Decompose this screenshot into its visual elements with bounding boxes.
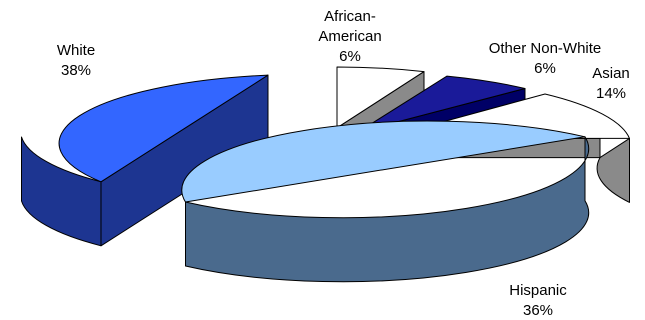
labels: White 38% African- American 6% Other Non… [57, 8, 630, 319]
label-hispanic-pct: 36% [523, 302, 553, 319]
label-african-american-line2: American [318, 28, 381, 45]
slice-white [21, 74, 269, 247]
label-other-non-white-name: Other Non-White [489, 40, 602, 57]
slice-asian-side [596, 137, 630, 203]
slice-other-non-white-top [357, 75, 526, 133]
slice-white-side [21, 136, 102, 247]
label-asian-name: Asian [592, 65, 630, 82]
slice-african-american-top [336, 66, 425, 129]
slice-hispanic-side [185, 136, 590, 283]
label-african-american-line1: African- [324, 8, 376, 25]
label-hispanic-name: Hispanic [509, 282, 567, 299]
label-white-pct: 38% [61, 62, 91, 79]
label-asian-pct: 14% [596, 85, 626, 102]
slice-hispanic-top [181, 120, 586, 203]
label-white-name: White [57, 42, 95, 59]
label-other-non-white-pct: 6% [534, 60, 556, 77]
label-african-american-pct: 6% [339, 48, 361, 65]
slice-hispanic [181, 120, 590, 283]
slice-white-top [58, 74, 269, 183]
